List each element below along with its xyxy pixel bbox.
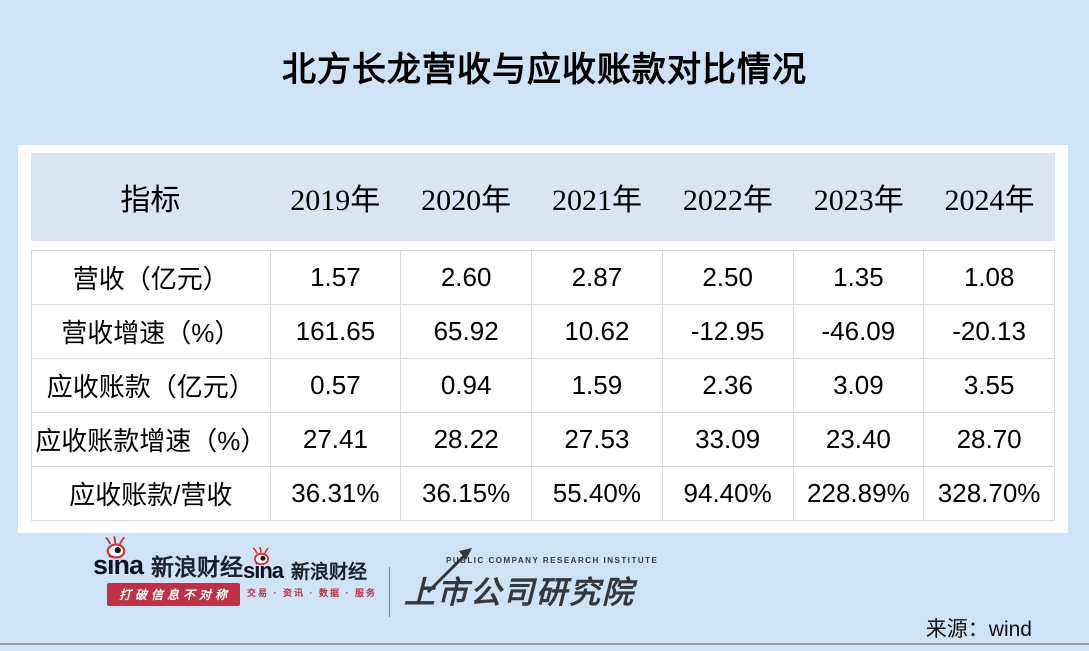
sina-finance-logo-primary: sina 新浪财经 打破信息不对称 (93, 536, 244, 606)
table-cell: 36.15% (401, 467, 533, 521)
table-cell: 0.94 (401, 359, 533, 413)
table-cell: 1.35 (793, 251, 925, 305)
table-cell: 2.50 (662, 251, 794, 305)
table-cell: 28.70 (924, 413, 1055, 467)
table-cell: -20.13 (924, 305, 1055, 359)
data-source-note: 来源：wind (925, 618, 1032, 641)
table-body: 营收（亿元） 1.57 2.60 2.87 2.50 1.35 1.08 营收增… (31, 250, 1055, 521)
bottom-divider-line (0, 643, 1089, 645)
table-row-label: 营收增速（%） (32, 305, 271, 359)
sina-eye-icon (251, 546, 272, 571)
table-cell: 55.40% (532, 467, 663, 521)
table-cell: 2.87 (532, 251, 663, 305)
research-institute-logo: PUBLIC COMPANY RESEARCH INSTITUTE 上市公司研究… (404, 548, 659, 612)
sina-finance-name: 新浪财经 (151, 554, 244, 580)
table-row: 营收（亿元） 1.57 2.60 2.87 2.50 1.35 1.08 (32, 251, 1055, 305)
table-cell: 328.70% (924, 467, 1055, 521)
table-cell: 27.53 (532, 413, 663, 467)
sina-finance-logo-secondary: sina 新浪财经 交易 · 资讯 · 数据 · 服务 (243, 546, 377, 599)
table-cell: 23.40 (793, 413, 925, 467)
table-cell: 3.09 (793, 359, 925, 413)
institute-name-en: PUBLIC COMPANY RESEARCH INSTITUTE (446, 556, 659, 565)
table-header-cell: 指标 (120, 184, 181, 217)
table-row: 应收账款增速（%） 27.41 28.22 27.53 33.09 23.40 … (32, 413, 1055, 467)
table-row: 应收账款/营收 36.31% 36.15% 55.40% 94.40% 228.… (32, 467, 1055, 521)
table-cell: 94.40% (662, 467, 794, 521)
table-cell: 65.92 (401, 305, 533, 359)
table-cell: 1.57 (270, 251, 402, 305)
data-table: 指标 2019年 2020年 2021年 2022年 2023年 2024年 营… (18, 145, 1068, 533)
up-arrow-icon (426, 548, 472, 594)
table-cell: 27.41 (270, 413, 402, 467)
table-row-label: 营收（亿元） (32, 251, 271, 305)
table-cell: 1.08 (924, 251, 1055, 305)
table-cell: -46.09 (793, 305, 925, 359)
institute-name-cn: 上市公司研究院 (404, 575, 635, 610)
table-row-label: 应收账款/营收 (32, 467, 271, 521)
sina-finance-name: 新浪财经 (291, 562, 368, 583)
table-cell: -12.95 (662, 305, 794, 359)
table-header-cell: 2021年 (551, 184, 642, 217)
table-header-cell: 2022年 (682, 184, 773, 217)
table-cell: 0.57 (270, 359, 402, 413)
table-cell: 33.09 (662, 413, 794, 467)
sina-eye-icon (103, 536, 129, 565)
table-header-cell: 2024年 (944, 184, 1035, 217)
page-title: 北方长龙营收与应收账款对比情况 (282, 51, 807, 89)
table-cell: 1.59 (532, 359, 663, 413)
table-cell: 3.55 (924, 359, 1055, 413)
table-header-cell: 2020年 (421, 184, 512, 217)
sina-wordmark: sina (243, 558, 284, 583)
table-cell: 2.60 (401, 251, 533, 305)
sina-services-line: 交易 · 资讯 · 数据 · 服务 (247, 588, 377, 598)
table-row-label: 应收账款（亿元） (32, 359, 271, 413)
table-header-cell: 2023年 (813, 184, 904, 217)
sina-slogan-badge: 打破信息不对称 (107, 583, 241, 606)
table-cell: 228.89% (793, 467, 925, 521)
table-header-row: 指标 2019年 2020年 2021年 2022年 2023年 2024年 (31, 153, 1055, 241)
table-row: 应收账款（亿元） 0.57 0.94 1.59 2.36 3.09 3.55 (32, 359, 1055, 413)
table-row: 营收增速（%） 161.65 65.92 10.62 -12.95 -46.09… (32, 305, 1055, 359)
table-cell: 2.36 (662, 359, 794, 413)
table-cell: 161.65 (270, 305, 402, 359)
table-cell: 10.62 (532, 305, 663, 359)
table-header-cell: 2019年 (290, 184, 381, 217)
table-cell: 28.22 (401, 413, 533, 467)
table-cell: 36.31% (270, 467, 402, 521)
footer-divider (389, 567, 390, 617)
table-row-label: 应收账款增速（%） (32, 413, 271, 467)
